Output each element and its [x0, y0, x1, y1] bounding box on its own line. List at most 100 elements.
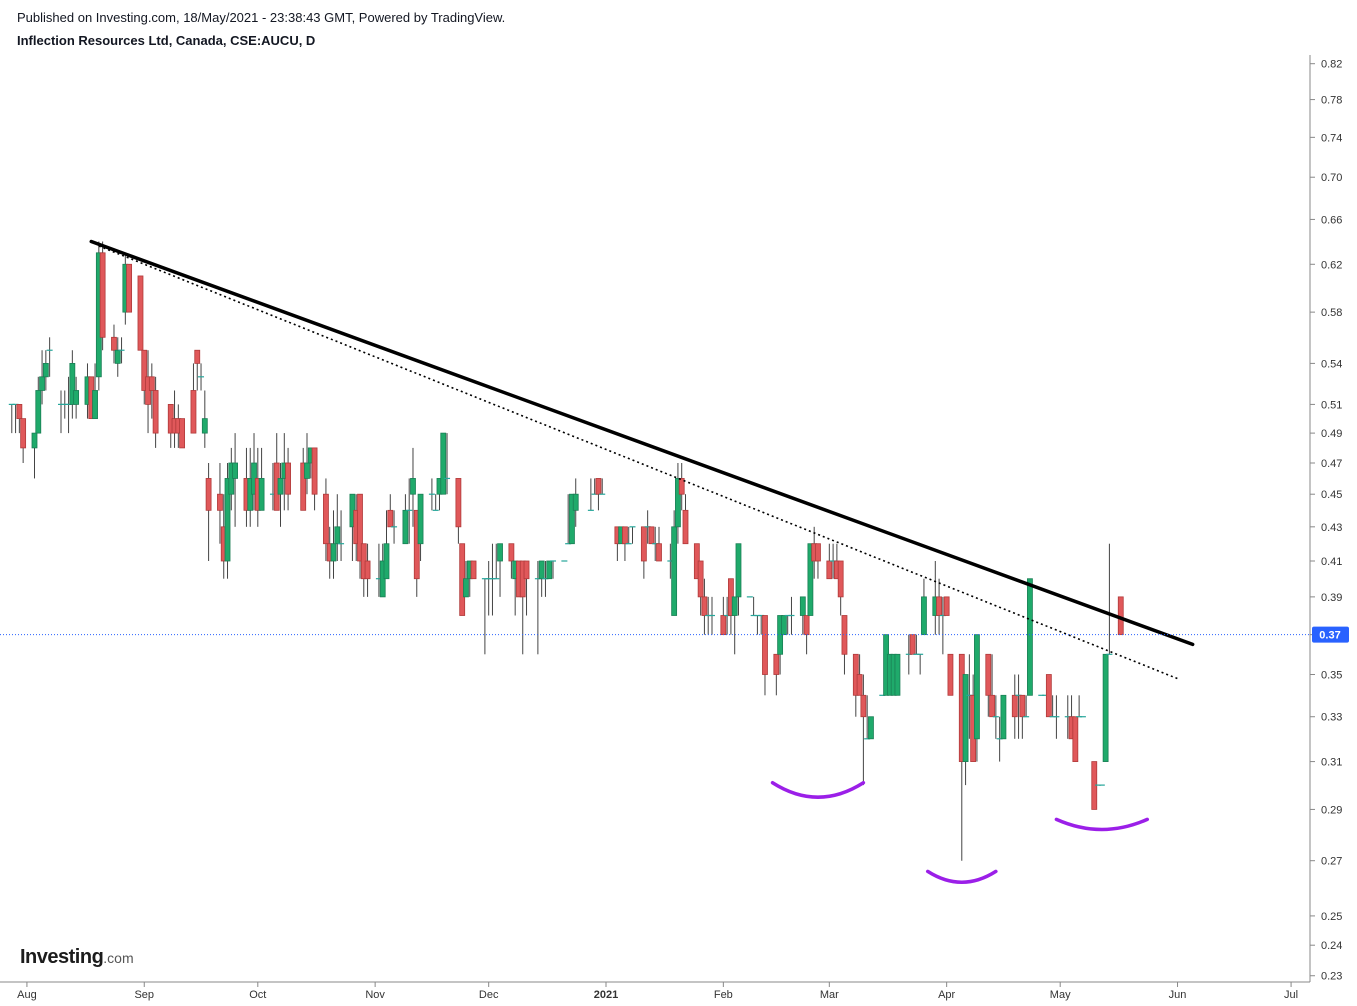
candle-body: [989, 694, 995, 718]
candle: [909, 634, 916, 655]
price-tick-label: 0.47: [1321, 458, 1342, 470]
candle-body: [826, 560, 833, 580]
candle: [1011, 674, 1018, 739]
candle: [417, 493, 424, 561]
price-tick-label: 0.62: [1321, 259, 1342, 271]
candle: [304, 433, 310, 495]
candle: [391, 510, 398, 544]
candle-body: [1011, 694, 1018, 718]
dotted-trendline: [98, 245, 1178, 680]
candle-body: [141, 349, 148, 391]
candle: [936, 578, 942, 635]
candle: [118, 337, 125, 364]
candle: [31, 432, 38, 479]
candle: [572, 478, 579, 527]
candle: [440, 432, 447, 495]
candle: [921, 578, 927, 636]
candle-body: [152, 390, 159, 434]
candle-body: [868, 716, 874, 740]
chart-symbol-title: Inflection Resources Ltd, Canada, CSE:AU…: [17, 33, 316, 48]
candle: [285, 447, 291, 511]
candle: [481, 578, 488, 655]
candle-body: [648, 526, 655, 545]
candle: [92, 363, 98, 420]
candle: [546, 560, 553, 580]
candle: [311, 447, 318, 511]
candle: [179, 418, 186, 449]
price-tick-label: 0.74: [1321, 132, 1342, 144]
price-tick-label: 0.31: [1321, 757, 1342, 769]
candle-body: [92, 390, 98, 420]
candle-body: [417, 493, 424, 545]
candle-body: [671, 526, 678, 616]
candles-layer: [8, 241, 1124, 861]
candle-body: [678, 478, 685, 495]
candle-body: [413, 509, 420, 580]
candle-body: [217, 493, 223, 511]
candle: [917, 653, 924, 675]
candle: [682, 494, 689, 545]
candle: [16, 404, 23, 434]
candle-body: [323, 493, 329, 545]
candle-body: [731, 596, 738, 616]
candle-body: [773, 653, 780, 675]
published-notice: Published on Investing.com, 18/May/2021 …: [17, 10, 506, 25]
candle-body: [232, 462, 238, 479]
candle: [550, 560, 557, 579]
candle: [148, 363, 155, 419]
price-tick-label: 0.23: [1321, 971, 1342, 983]
candle: [701, 578, 708, 635]
candle-body: [569, 493, 575, 545]
candle-body: [137, 275, 144, 351]
candle-body: [114, 349, 121, 364]
candle-body: [330, 543, 337, 562]
candle-body: [1102, 653, 1109, 762]
candle: [788, 596, 795, 635]
candle: [860, 674, 867, 786]
candle-body: [99, 252, 106, 338]
price-tick-label: 0.35: [1321, 670, 1342, 682]
candle: [648, 526, 655, 545]
candle-body: [35, 390, 42, 434]
candle: [803, 615, 810, 655]
candle: [217, 463, 223, 544]
time-tick-label: Feb: [714, 989, 733, 1001]
candle: [989, 654, 995, 718]
candle: [402, 494, 409, 545]
candle-body: [656, 543, 662, 562]
candle-body: [807, 543, 814, 616]
candle-body: [1045, 674, 1052, 718]
candle-body: [357, 493, 363, 562]
candle-body: [595, 478, 602, 495]
candle: [508, 543, 515, 579]
candle: [300, 447, 307, 511]
price-tick-label: 0.41: [1321, 556, 1342, 568]
candle: [894, 653, 901, 696]
candle-body: [277, 478, 284, 495]
candle: [815, 543, 821, 579]
candle-body: [300, 462, 307, 511]
candle: [126, 263, 133, 313]
investing-logo[interactable]: Investing.com: [20, 946, 134, 969]
candle: [432, 494, 439, 511]
candle: [856, 654, 863, 696]
candle: [754, 614, 761, 635]
candle: [273, 433, 280, 511]
candle: [205, 463, 212, 561]
candle-body: [682, 509, 689, 545]
candle: [201, 390, 208, 448]
candle-body: [894, 653, 901, 696]
price-tick-label: 0.43: [1321, 522, 1342, 534]
logo-domain: .com: [103, 950, 134, 966]
candle: [114, 337, 121, 377]
candle-body: [762, 615, 768, 675]
candle: [493, 543, 500, 580]
candle: [463, 560, 469, 598]
candle-body: [42, 362, 49, 378]
candle-body: [334, 526, 341, 545]
candle: [773, 653, 780, 696]
candle-body: [69, 362, 76, 405]
candle-body: [815, 543, 821, 562]
candle: [697, 560, 704, 616]
